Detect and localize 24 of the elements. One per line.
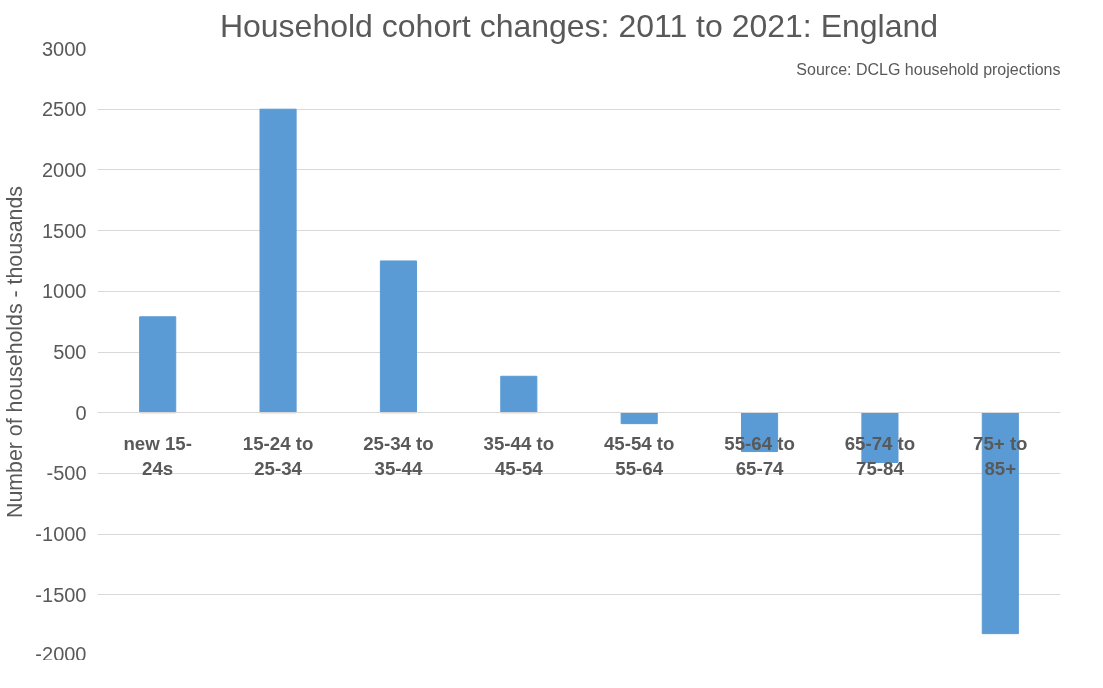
y-tick-label: 2500 [42,98,87,121]
x-tick-label: 15-24 to 25-34 [242,432,314,479]
bar [379,260,417,414]
x-tick-label: 45-54 to 55-64 [603,432,675,479]
y-tick-label: 500 [53,341,87,363]
y-tick-label: 0 [75,401,87,424]
bar [139,316,177,414]
y-tick-label: 1000 [42,280,87,303]
x-tick-label: 25-34 to 35-44 [363,432,434,479]
y-tick-label: -2000 [35,642,87,665]
annotation: Source: DCLG household projections [796,60,1061,78]
x-tick-label: 35-44 to 45-54 [483,432,555,479]
y-tick-label: 3000 [42,37,87,60]
y-tick-label: -1000 [35,523,87,546]
x-tick-label: new 15- 24s [123,432,192,479]
bar [500,375,538,414]
bar [620,412,658,425]
bar [259,108,297,414]
y-tick-label: 1500 [42,219,87,242]
y-tick-label: -1500 [35,583,87,606]
y-tick-label: 2000 [42,158,87,181]
chart-title: Household cohort changes: 2011 to 2021: England [219,7,939,44]
y-tick-label: -500 [46,462,87,485]
y-axis-title: Number of households - thousands [3,186,28,518]
